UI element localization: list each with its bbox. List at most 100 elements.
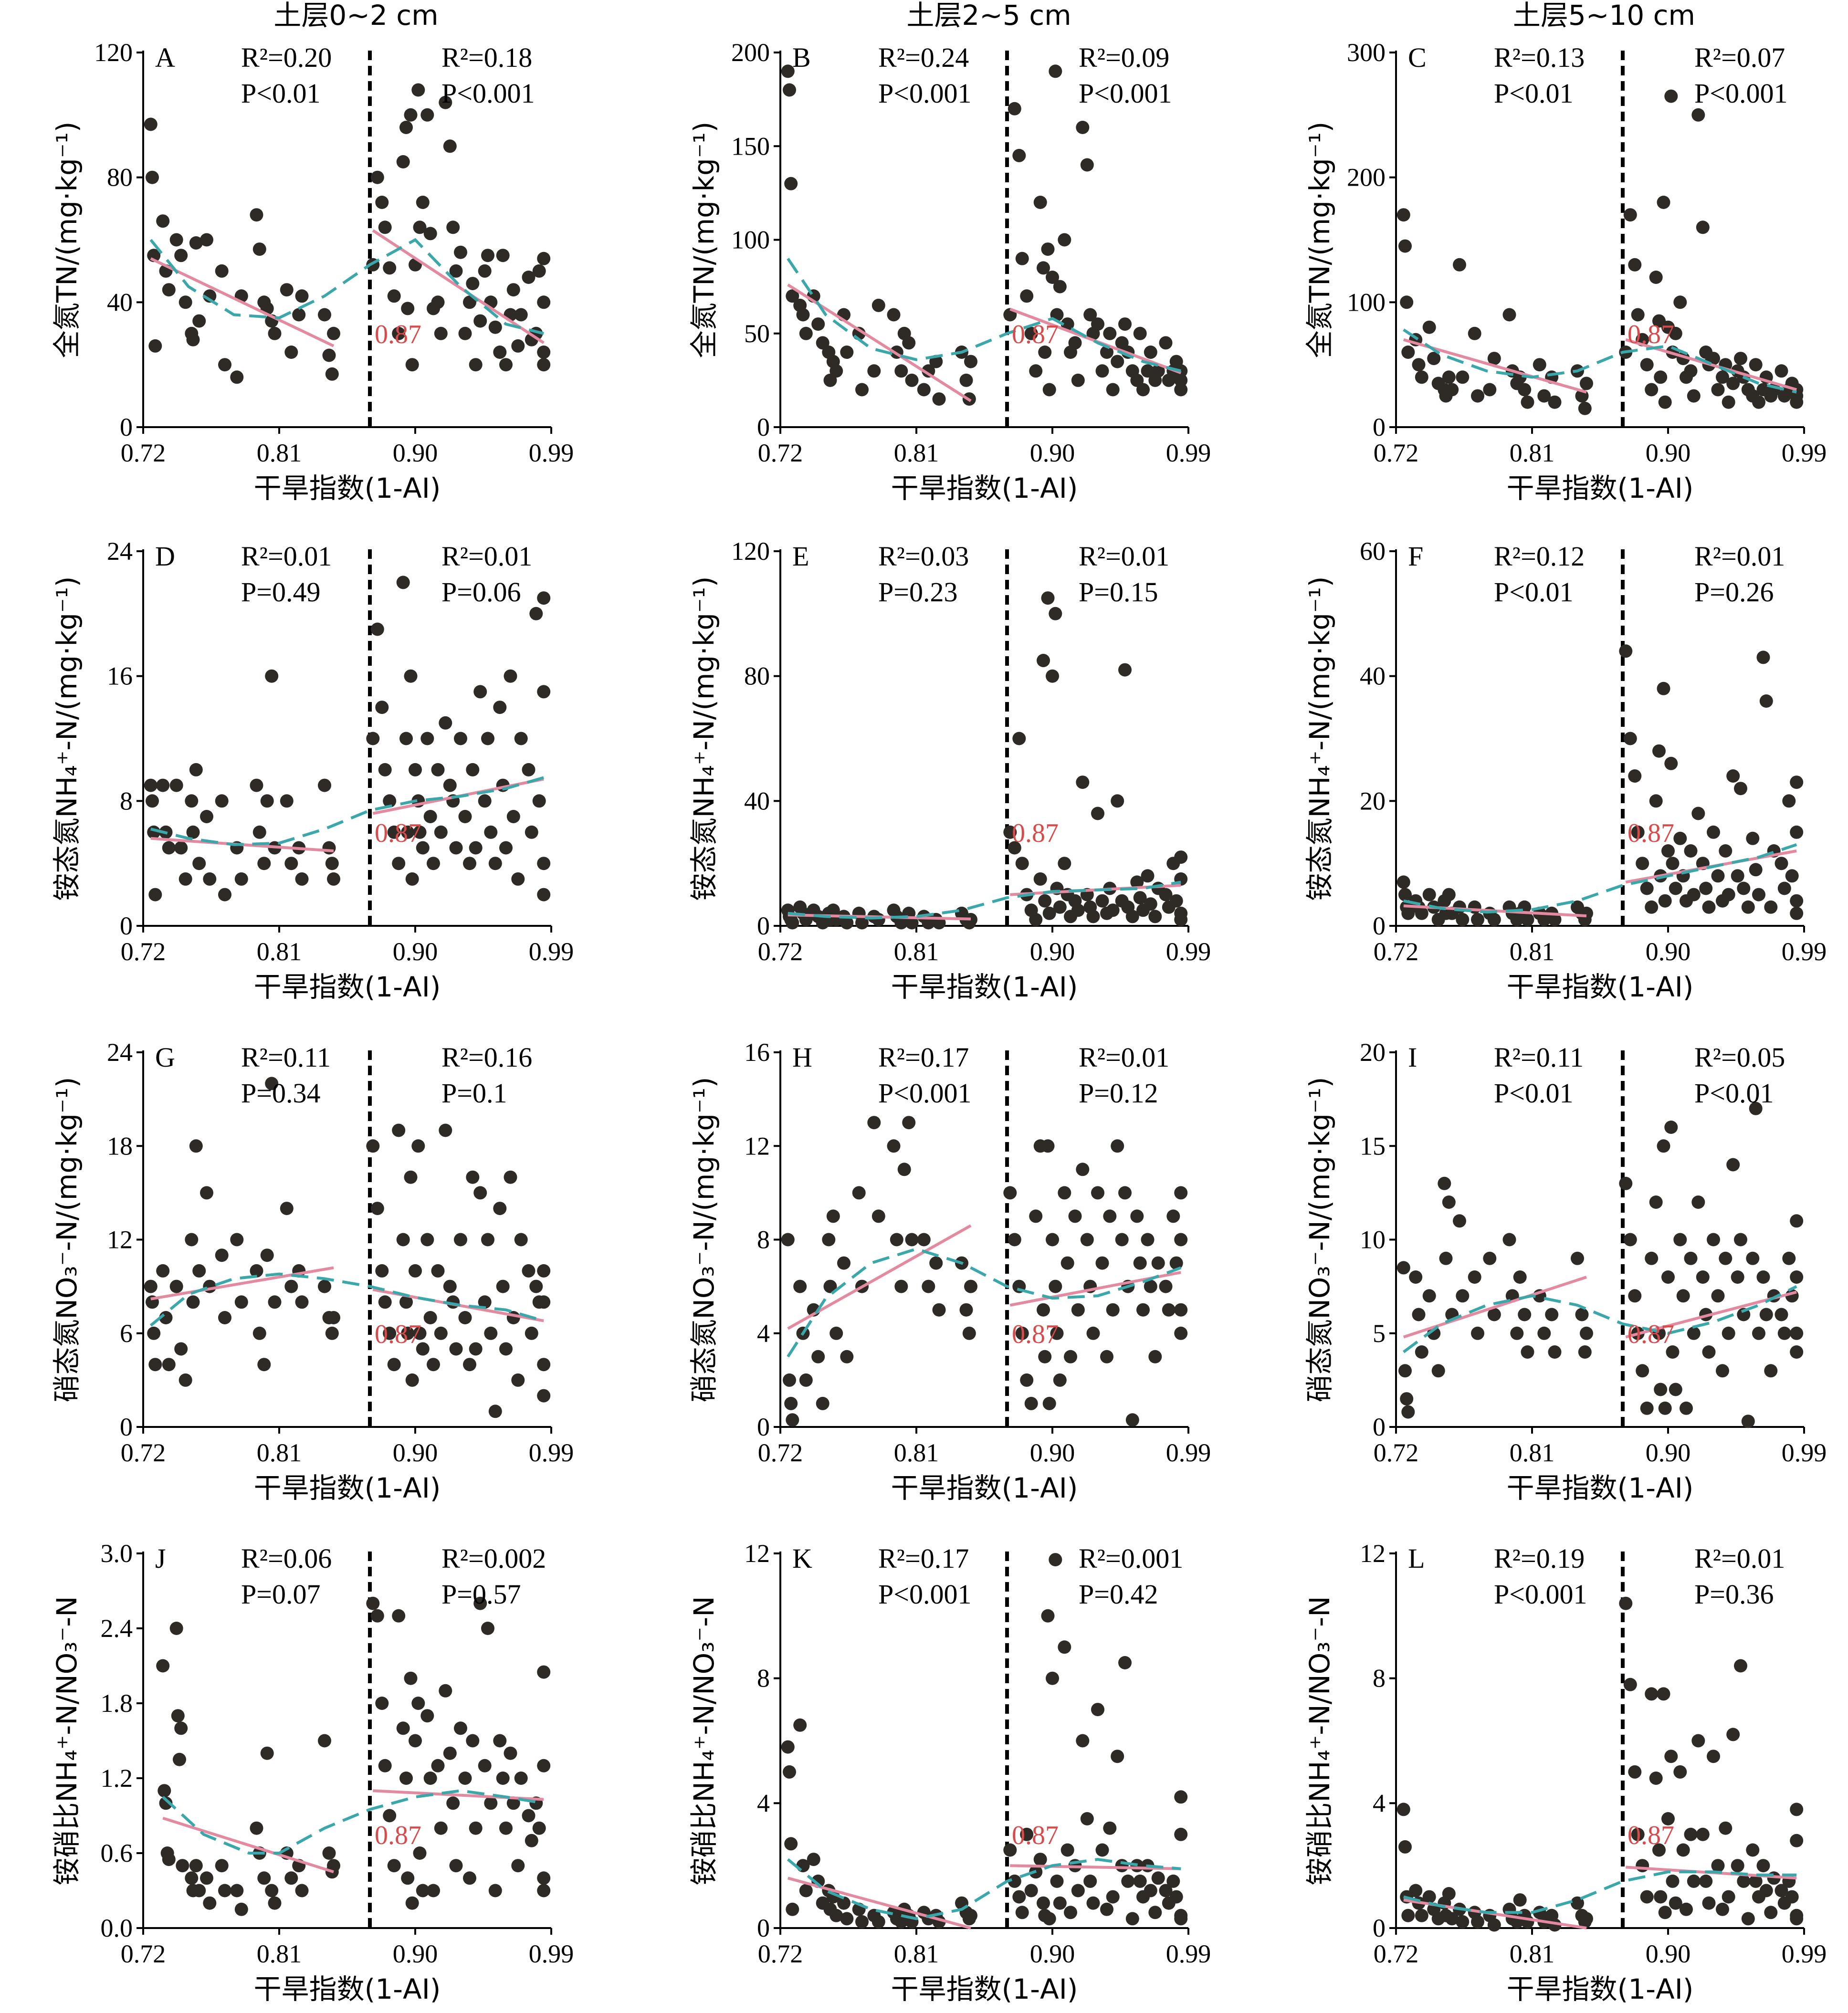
data-point xyxy=(822,1233,836,1247)
data-point xyxy=(1033,1853,1047,1866)
data-point xyxy=(1752,888,1765,902)
data-point xyxy=(784,1837,798,1851)
data-point xyxy=(423,1772,437,1785)
x-tick-label: 0.90 xyxy=(1030,1940,1075,1968)
data-point xyxy=(1100,346,1113,359)
data-point xyxy=(872,912,885,926)
data-point xyxy=(375,1264,389,1278)
data-point xyxy=(1764,1364,1778,1378)
data-point xyxy=(1144,897,1157,911)
data-point xyxy=(295,1884,309,1898)
data-point xyxy=(189,236,203,250)
left-r2-label: R²=0.13 xyxy=(1494,42,1585,73)
data-point xyxy=(280,1202,294,1216)
threshold-value-label: 0.87 xyxy=(1012,320,1059,349)
right-p-label: P=0.15 xyxy=(1079,577,1158,608)
data-point xyxy=(1711,1289,1725,1303)
data-point xyxy=(1008,841,1021,855)
data-point xyxy=(327,872,340,886)
data-point xyxy=(1749,1874,1763,1888)
panel-letter: A xyxy=(155,42,175,73)
data-point xyxy=(173,1752,186,1766)
y-axis-label: 铵硝比NH₄⁺-N/NO₃⁻-N xyxy=(51,1596,83,1886)
data-point xyxy=(387,289,401,303)
data-point xyxy=(1684,364,1698,378)
data-point xyxy=(1401,346,1415,359)
y-tick-label: 24 xyxy=(107,1038,133,1067)
x-tick-label: 0.90 xyxy=(393,439,438,467)
data-point xyxy=(964,355,977,368)
left-r2-label: R²=0.17 xyxy=(878,1543,969,1574)
data-point xyxy=(156,214,170,228)
data-point xyxy=(511,1373,525,1387)
data-point xyxy=(1024,326,1038,340)
data-point xyxy=(1673,831,1687,845)
data-point xyxy=(493,701,507,714)
data-point xyxy=(1020,289,1034,303)
data-point xyxy=(146,170,159,184)
data-point xyxy=(1166,1209,1180,1223)
data-point xyxy=(1487,352,1501,366)
data-point xyxy=(1041,1609,1055,1623)
data-point xyxy=(260,1746,274,1760)
data-point xyxy=(1068,1209,1082,1223)
right-r2-label: R²=0.01 xyxy=(1079,541,1169,572)
data-point xyxy=(466,1170,480,1184)
x-tick-label: 0.99 xyxy=(529,1940,574,1968)
threshold-value-label: 0.87 xyxy=(1628,818,1674,848)
y-tick-label: 0 xyxy=(757,1914,770,1942)
data-point xyxy=(917,1233,931,1247)
data-point xyxy=(959,1303,973,1317)
data-point xyxy=(1162,1303,1176,1317)
data-point xyxy=(493,1202,507,1216)
y-tick-label: 8 xyxy=(1373,1664,1386,1693)
data-point xyxy=(1396,1261,1410,1275)
x-tick-label: 0.81 xyxy=(1510,937,1555,966)
x-tick-label: 0.90 xyxy=(1030,439,1075,467)
data-point xyxy=(1049,607,1062,620)
data-point xyxy=(511,1859,525,1873)
data-point xyxy=(318,1734,331,1748)
data-point xyxy=(1521,395,1534,409)
data-point xyxy=(1401,906,1415,920)
data-point xyxy=(1148,1350,1162,1363)
data-point xyxy=(1083,308,1097,322)
panel-B: 0 50 100 150 200 0.72 0.81 0.90 0.99 干旱指数(1-AI) 全氮… xyxy=(688,38,1211,504)
data-point xyxy=(431,763,445,776)
data-point xyxy=(522,763,536,776)
data-point xyxy=(469,1821,483,1835)
y-tick-label: 0 xyxy=(757,912,770,940)
smooth-fit xyxy=(787,258,1181,373)
data-point xyxy=(537,346,551,359)
data-point xyxy=(401,302,415,315)
data-point xyxy=(1471,389,1484,403)
data-point xyxy=(162,841,176,855)
data-point xyxy=(1707,1233,1720,1247)
data-point xyxy=(420,108,434,122)
y-tick-label: 0.6 xyxy=(101,1839,133,1867)
scatter-points xyxy=(1396,644,1804,926)
data-point xyxy=(383,261,397,275)
data-point xyxy=(458,326,472,340)
data-point xyxy=(1445,383,1459,397)
data-point xyxy=(1790,1834,1804,1847)
y-tick-label: 4 xyxy=(757,1789,770,1817)
data-point xyxy=(784,177,798,190)
left-p-label: P<0.001 xyxy=(878,1078,971,1109)
data-point xyxy=(185,794,199,808)
panel-D: 0 8 16 24 0.72 0.81 0.90 0.99 干旱指数(1-AI) 铵态氮NH₄⁺-… xyxy=(51,537,574,1003)
data-point xyxy=(1398,1364,1412,1378)
panel-H: 0 4 8 12 16 0.72 0.81 0.90 0.99 干旱指数(1-AI) 硝态氮NO₃⁻… xyxy=(688,1038,1211,1504)
data-point xyxy=(1691,108,1705,122)
smooth-fit xyxy=(787,1858,1181,1920)
data-point xyxy=(1041,591,1055,605)
data-point xyxy=(1037,261,1050,275)
data-point xyxy=(1041,242,1055,256)
column-title-0-2cm: 土层0~2 cm xyxy=(273,0,438,31)
data-point xyxy=(405,358,419,372)
data-point xyxy=(1619,1596,1633,1610)
data-point xyxy=(837,1896,850,1910)
x-tick-label: 0.72 xyxy=(121,1438,166,1467)
data-point xyxy=(1130,1209,1144,1223)
data-point xyxy=(401,1326,415,1340)
